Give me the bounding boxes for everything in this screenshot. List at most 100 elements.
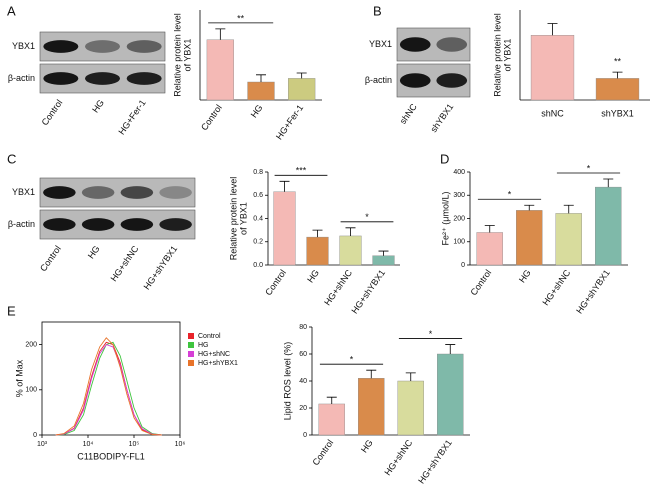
error-bar xyxy=(366,369,377,379)
blot-lane-label: shNC xyxy=(398,101,419,126)
error-bar xyxy=(484,225,495,233)
bar xyxy=(358,378,385,436)
x-tick-label: HG+shYBX1 xyxy=(349,268,387,316)
error-bar xyxy=(445,344,456,354)
bar xyxy=(397,380,424,436)
y-tick-label: 80 xyxy=(299,324,307,331)
error-bar xyxy=(296,72,307,79)
error-bar xyxy=(547,23,558,36)
bar xyxy=(273,191,296,266)
bar xyxy=(318,403,345,436)
x-tick-label: HG xyxy=(305,268,321,285)
legend-label: HG xyxy=(198,342,209,349)
y-axis-label: of YBX1 xyxy=(502,39,512,72)
blot-band xyxy=(159,186,192,199)
legend-label: Control xyxy=(198,333,221,340)
x-tick-label: 10⁶ xyxy=(175,441,186,448)
y-axis-label: Lipid ROS level (%) xyxy=(282,342,292,421)
x-tick-label: Control xyxy=(199,103,224,133)
y-tick-label: 0 xyxy=(303,432,307,439)
error-bar xyxy=(524,204,535,211)
error-bar xyxy=(345,227,356,236)
panel-label: D xyxy=(440,151,449,166)
x-tick-label: HG+shYBX1 xyxy=(416,438,454,486)
legend-swatch xyxy=(188,342,194,348)
error-bar xyxy=(563,204,574,214)
blot-band xyxy=(81,186,115,199)
y-tick-label: 20 xyxy=(299,405,307,412)
panel-label: C xyxy=(7,151,16,166)
x-tick-label: HG+shYBX1 xyxy=(574,268,612,316)
blot-band xyxy=(81,218,115,231)
sig-label: ** xyxy=(614,56,622,66)
panel-label: A xyxy=(7,3,16,18)
x-tick-label: HG+Fer-1 xyxy=(274,103,305,142)
bar xyxy=(372,255,395,266)
y-tick-label: 100 xyxy=(25,387,37,394)
blot-band xyxy=(436,73,468,88)
x-tick-label: HG+shNC xyxy=(382,437,414,477)
blot-band xyxy=(43,40,79,53)
sig-label: *** xyxy=(296,166,307,176)
bar xyxy=(288,78,316,101)
blot-band xyxy=(85,72,120,85)
blot-lane-label: HG+shNC xyxy=(109,243,141,283)
blot-lane-label: Control xyxy=(40,98,65,128)
bar xyxy=(247,81,275,101)
y-tick-label: 100 xyxy=(453,239,465,246)
blot-lane-label: HG xyxy=(86,244,102,261)
sig-label: * xyxy=(365,212,369,222)
y-axis-label: Relative protein level xyxy=(228,177,238,261)
x-tick-label: 10⁵ xyxy=(129,441,140,448)
blot-band xyxy=(126,40,162,53)
sig-label: * xyxy=(587,163,591,173)
y-tick-label: 0.0 xyxy=(253,262,263,269)
y-tick-label: 40 xyxy=(299,378,307,385)
blot-row-label: β-actin xyxy=(365,75,392,85)
error-bar xyxy=(326,396,337,404)
bar xyxy=(339,235,362,266)
sig-label: * xyxy=(429,329,433,339)
x-tick-label: shYBX1 xyxy=(601,108,634,118)
bar xyxy=(306,236,329,266)
blot-band xyxy=(43,218,76,231)
y-tick-label: 400 xyxy=(453,169,465,176)
x-axis-label: C11BODIPY-FL1 xyxy=(77,451,145,461)
x-tick-label: HG+shNC xyxy=(322,267,354,307)
legend-swatch xyxy=(188,351,194,357)
bar xyxy=(437,353,464,436)
y-tick-label: 0 xyxy=(33,432,37,439)
blot-band xyxy=(159,218,192,231)
sig-label: ** xyxy=(237,13,245,23)
x-tick-label: 10⁴ xyxy=(83,441,94,448)
x-tick-label: shNC xyxy=(541,108,564,118)
y-axis-label: % of Max xyxy=(14,359,24,397)
blot-band xyxy=(436,37,468,52)
bar xyxy=(206,39,234,101)
bar xyxy=(530,35,575,101)
plot-frame xyxy=(41,321,181,436)
error-bar xyxy=(378,250,389,256)
y-tick-label: 60 xyxy=(299,351,307,358)
y-axis-label: Relative protein level xyxy=(172,13,182,97)
panel-label: E xyxy=(7,303,16,318)
y-axis-label: Relative protein level xyxy=(492,13,502,97)
blot-band xyxy=(126,72,162,85)
panel-label: B xyxy=(373,3,382,18)
blot-row-label: YBX1 xyxy=(369,39,392,49)
blot-row-label: β-actin xyxy=(8,219,35,229)
y-tick-label: 0.4 xyxy=(253,215,263,222)
error-bar xyxy=(405,372,416,381)
y-tick-label: 0.2 xyxy=(253,239,263,246)
error-bar xyxy=(256,74,266,82)
blot-band xyxy=(85,40,120,53)
blot-band xyxy=(43,186,76,199)
blot-band xyxy=(120,186,154,199)
blot-lane-label: HG+shYBX1 xyxy=(142,244,180,292)
error-bar xyxy=(279,180,290,192)
sig-label: * xyxy=(508,190,512,200)
blot-lane-label: HG+Fer-1 xyxy=(116,98,147,137)
x-tick-label: HG xyxy=(249,103,265,120)
y-tick-label: 0.8 xyxy=(253,169,263,176)
